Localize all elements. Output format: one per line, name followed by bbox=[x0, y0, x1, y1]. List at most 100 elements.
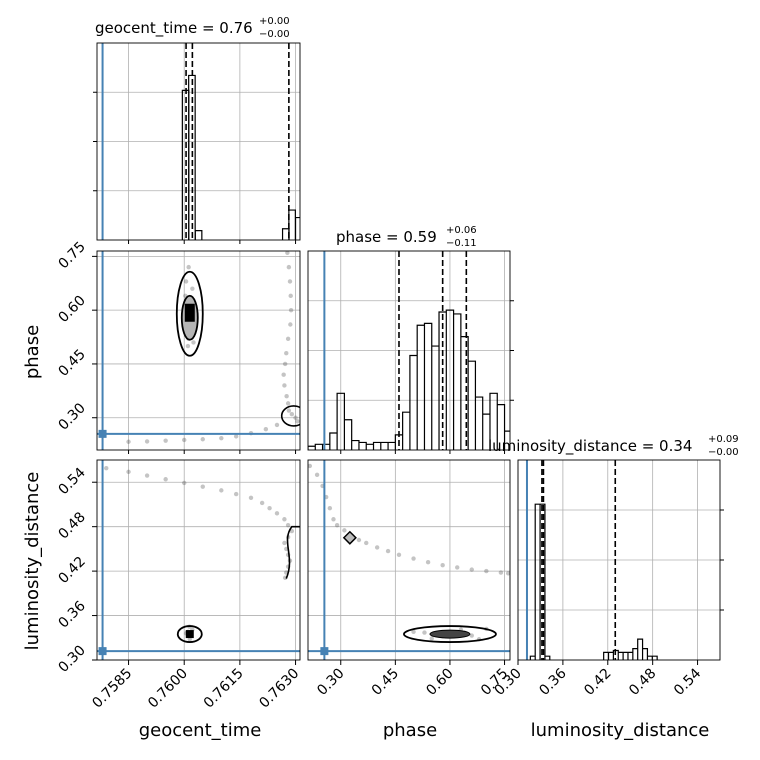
histogram-luminosity_distance bbox=[529, 503, 658, 660]
y-tick-label: 0.45 bbox=[55, 346, 88, 379]
scatter-point bbox=[263, 427, 269, 432]
x-tick-label: 0.60 bbox=[423, 666, 456, 699]
title-geocent-time-sup: +0.00 bbox=[259, 16, 290, 27]
panel-content bbox=[101, 43, 300, 240]
y-tick-label: 0.48 bbox=[55, 509, 88, 542]
scatter-point bbox=[385, 548, 391, 554]
contour-inner bbox=[429, 629, 471, 639]
scatter-point bbox=[285, 251, 290, 255]
histogram-phase bbox=[308, 309, 510, 450]
x-tick-label: 0.7585 bbox=[89, 666, 135, 712]
scatter-point bbox=[425, 560, 431, 565]
x-axis-label-phase: phase bbox=[383, 720, 437, 741]
scatter-point bbox=[233, 434, 239, 439]
y-axis-label-phase: phase bbox=[22, 325, 43, 379]
y-tick-label: 0.75 bbox=[55, 239, 88, 272]
scatter-point bbox=[314, 472, 320, 478]
contour-outer bbox=[175, 270, 204, 357]
scatter-point bbox=[284, 394, 289, 399]
scatter-point bbox=[429, 636, 434, 641]
scatter-point bbox=[182, 480, 187, 486]
panel-luminosity_distance-luminosity_distance bbox=[517, 459, 724, 661]
title-phase-sub: −0.11 bbox=[446, 238, 477, 249]
scatter-point bbox=[289, 528, 295, 534]
density-core bbox=[184, 303, 195, 322]
scatter-point bbox=[285, 522, 291, 528]
scatter-point bbox=[200, 437, 205, 442]
contour-diamond bbox=[342, 530, 357, 545]
scatter-point bbox=[219, 488, 224, 493]
plot-layer: 0.7585 0.7600 0.7615 0.7630 0.30 0.45 0.60 0.75… bbox=[55, 42, 724, 712]
scatter-point bbox=[288, 293, 293, 299]
scatter-point bbox=[356, 537, 362, 543]
scatter-point bbox=[286, 264, 292, 270]
y-tick-label: 0.30 bbox=[55, 642, 88, 675]
scatter-point bbox=[295, 419, 300, 424]
scatter-point bbox=[374, 545, 380, 550]
panel-content bbox=[308, 460, 510, 660]
x-tick-label: 0.7600 bbox=[145, 666, 191, 712]
panel-luminosity_distance-phase bbox=[307, 459, 511, 661]
x-axis-label-luminosity-distance: luminosity_distance bbox=[531, 720, 710, 741]
scatter-point bbox=[505, 571, 510, 576]
x-axis-label-geocent-time: geocent_time bbox=[139, 720, 262, 741]
scatter-point bbox=[396, 552, 402, 558]
scatter-point bbox=[186, 264, 191, 270]
scatter-point bbox=[163, 477, 168, 482]
scatter-point bbox=[185, 343, 191, 349]
scatter-point bbox=[191, 340, 196, 345]
scatter-point bbox=[282, 361, 288, 367]
y-tick-label: 0.60 bbox=[55, 293, 88, 326]
panel-phase-phase bbox=[307, 250, 514, 451]
scatter-point bbox=[342, 528, 347, 533]
x-tick-label: 0.42 bbox=[581, 666, 614, 699]
scatter-point bbox=[287, 279, 293, 284]
panel-frame bbox=[96, 250, 301, 451]
panel-content bbox=[97, 251, 300, 450]
title-phase: phase = 0.59 bbox=[336, 228, 437, 246]
scatter-point bbox=[422, 630, 427, 635]
contour-edge bbox=[280, 405, 300, 427]
scatter-point bbox=[126, 469, 131, 475]
scatter-point bbox=[498, 570, 504, 575]
histogram-geocent_time bbox=[181, 74, 300, 240]
scatter-point bbox=[233, 491, 239, 497]
scatter-point bbox=[126, 439, 131, 444]
y-tick-label: 0.30 bbox=[55, 400, 88, 433]
truth-marker bbox=[320, 647, 329, 656]
x-tick-label: 0.48 bbox=[626, 666, 659, 699]
scatter-point bbox=[144, 439, 150, 444]
scatter-point bbox=[274, 511, 280, 516]
scatter-point bbox=[440, 562, 445, 568]
x-tick-label: 0.7630 bbox=[256, 666, 302, 712]
y-tick-label: 0.36 bbox=[55, 598, 88, 631]
scatter-point bbox=[284, 350, 289, 356]
scatter-point bbox=[282, 383, 287, 388]
scatter-point bbox=[187, 637, 192, 642]
scatter-point bbox=[484, 568, 489, 574]
scatter-point bbox=[200, 484, 205, 489]
scatter-point bbox=[469, 567, 474, 572]
panel-phase-geocent_time bbox=[96, 250, 301, 451]
scatter-point bbox=[288, 322, 293, 327]
scatter-point bbox=[190, 286, 195, 291]
scatter-point bbox=[248, 495, 254, 500]
x-tick-label: 0.45 bbox=[369, 666, 402, 699]
x-tick-label: 0.54 bbox=[671, 665, 704, 698]
title-geocent-time: geocent_time = 0.76 bbox=[95, 19, 253, 38]
scatter-point bbox=[334, 522, 340, 528]
scatter-point bbox=[259, 500, 265, 506]
x-tick-label: 0.7615 bbox=[201, 666, 247, 712]
scatter-point bbox=[274, 422, 280, 428]
scatter-point bbox=[285, 336, 291, 342]
contour-edge bbox=[285, 525, 300, 579]
panel-frame bbox=[96, 459, 301, 661]
scatter-point bbox=[285, 401, 291, 406]
scatter-point bbox=[144, 473, 150, 478]
scatter-point bbox=[286, 408, 292, 413]
scatter-point bbox=[281, 372, 286, 377]
scatter-point bbox=[469, 633, 474, 638]
scatter-point bbox=[104, 465, 109, 471]
title-luminosity-distance-sup: +0.09 bbox=[708, 434, 739, 445]
scatter-point bbox=[163, 438, 168, 443]
